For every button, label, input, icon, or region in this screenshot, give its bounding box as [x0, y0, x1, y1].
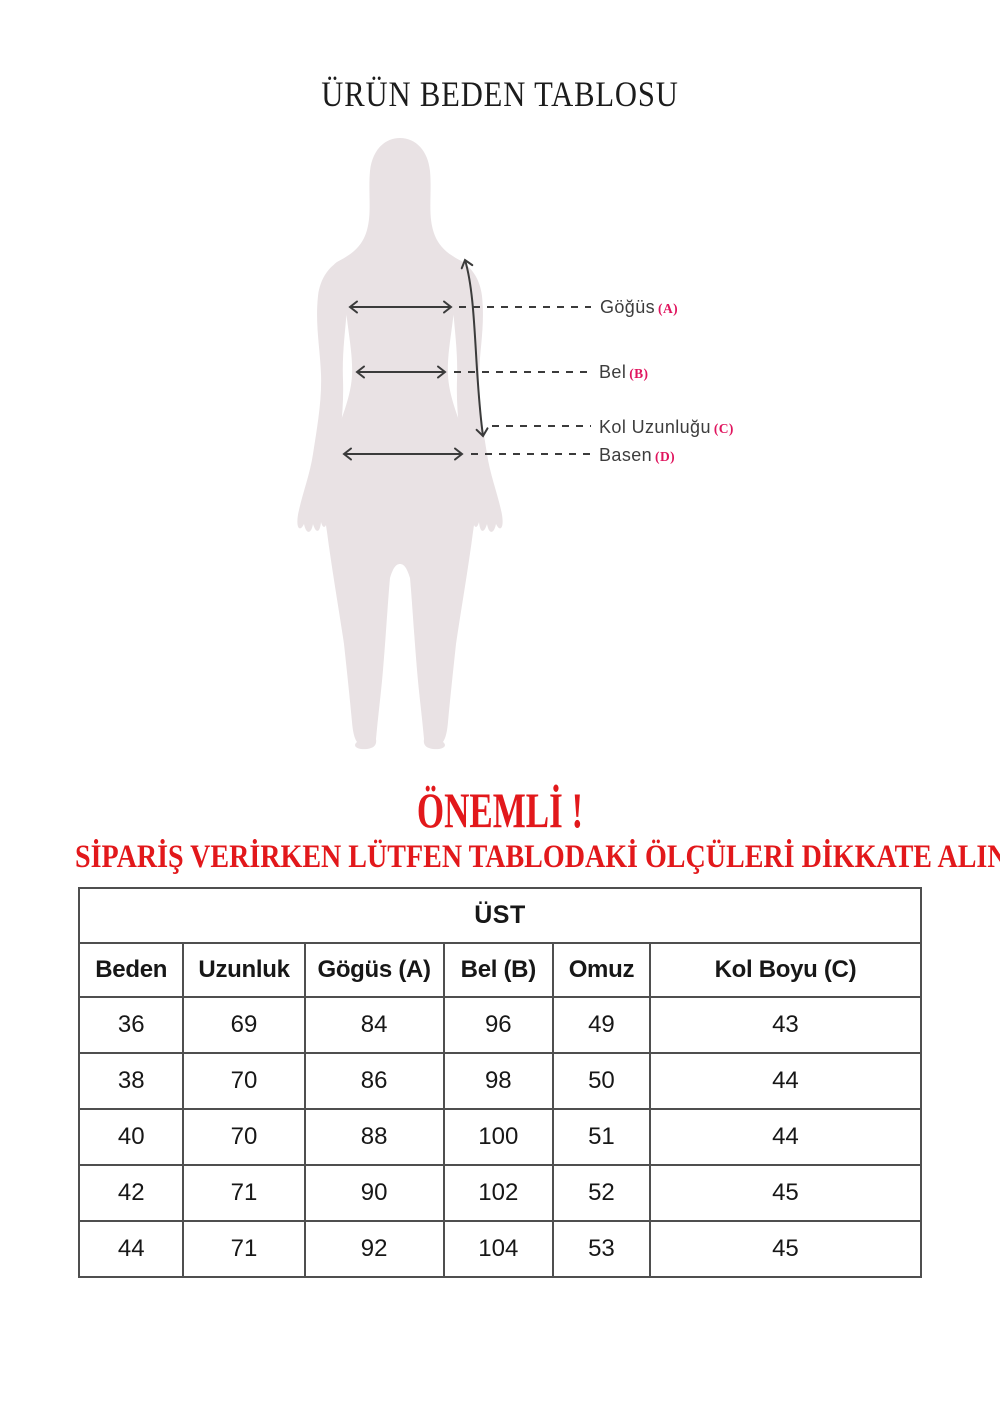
- table-group-row: ÜST: [78, 887, 922, 944]
- column-header-kol-boyu: Kol Boyu (C): [648, 942, 923, 998]
- waist-marker-letter: (B): [629, 366, 649, 381]
- cell-bel: 102: [442, 1164, 555, 1222]
- cell-uzunluk: 70: [182, 1108, 306, 1166]
- chest-label-text: Göğüs: [600, 297, 656, 317]
- cell-omuz: 49: [552, 996, 651, 1054]
- important-message: SİPARİŞ VERİRKEN LÜTFEN TABLODAKİ ÖLÇÜLE…: [75, 839, 1000, 875]
- column-header-uzunluk: Uzunluk: [182, 942, 306, 998]
- hip-label-text: Basen: [599, 445, 653, 465]
- cell-bel: 100: [442, 1108, 555, 1166]
- female-body-silhouette: [297, 138, 503, 750]
- arm-length-marker-letter: (C): [713, 421, 734, 436]
- page-title: ÜRÜN BEDEN TABLOSU: [321, 74, 679, 114]
- size-table: ÜST Beden Uzunluk Gögüs (A) Bel (B) Omuz…: [77, 887, 923, 1278]
- cell-beden: 44: [77, 1220, 185, 1278]
- table-row: 38 70 86 98 50 44: [77, 1052, 923, 1110]
- cell-gogus: 88: [303, 1108, 445, 1166]
- cell-omuz: 53: [552, 1220, 651, 1278]
- cell-bel: 98: [442, 1052, 555, 1110]
- table-row: 44 71 92 104 53 45: [77, 1220, 923, 1278]
- cell-beden: 42: [77, 1164, 185, 1222]
- cell-omuz: 51: [552, 1108, 651, 1166]
- table-group-header: ÜST: [78, 887, 922, 944]
- measurement-label-chest: Göğüs (A): [600, 297, 678, 319]
- cell-beden: 40: [77, 1108, 185, 1166]
- table-row: 36 69 84 96 49 43: [77, 996, 923, 1054]
- cell-beden: 38: [77, 1052, 185, 1110]
- cell-kol-boyu: 44: [648, 1108, 923, 1166]
- cell-uzunluk: 69: [182, 996, 306, 1054]
- cell-kol-boyu: 43: [648, 996, 923, 1054]
- cell-omuz: 50: [552, 1052, 651, 1110]
- cell-beden: 36: [77, 996, 185, 1054]
- cell-gogus: 90: [303, 1164, 445, 1222]
- table-row: 40 70 88 100 51 44: [77, 1108, 923, 1166]
- cell-gogus: 92: [303, 1220, 445, 1278]
- cell-bel: 104: [442, 1220, 555, 1278]
- measurement-label-waist: Bel (B): [599, 362, 648, 384]
- column-header-beden: Beden: [77, 942, 185, 998]
- measurement-label-arm-length: Kol Uzunluğu (C): [599, 417, 734, 439]
- waist-label-text: Bel: [599, 362, 627, 382]
- table-header-row: Beden Uzunluk Gögüs (A) Bel (B) Omuz Kol…: [77, 942, 923, 998]
- cell-kol-boyu: 44: [648, 1052, 923, 1110]
- cell-uzunluk: 70: [182, 1052, 306, 1110]
- arm-length-label-text: Kol Uzunluğu: [599, 417, 711, 437]
- body-measurement-diagram: [297, 138, 593, 750]
- column-header-gogus: Gögüs (A): [303, 942, 445, 998]
- cell-bel: 96: [442, 996, 555, 1054]
- cell-gogus: 86: [303, 1052, 445, 1110]
- measurement-label-hip: Basen (D): [599, 445, 675, 467]
- important-heading: ÖNEMLİ !: [416, 782, 584, 838]
- hip-marker-letter: (D): [655, 449, 675, 464]
- cell-kol-boyu: 45: [648, 1164, 923, 1222]
- column-header-bel: Bel (B): [442, 942, 555, 998]
- chest-marker-letter: (A): [658, 301, 678, 316]
- table-row: 42 71 90 102 52 45: [77, 1164, 923, 1222]
- cell-gogus: 84: [303, 996, 445, 1054]
- cell-uzunluk: 71: [182, 1220, 306, 1278]
- arm-length-arrow: [460, 258, 489, 438]
- cell-kol-boyu: 45: [648, 1220, 923, 1278]
- cell-uzunluk: 71: [182, 1164, 306, 1222]
- cell-omuz: 52: [552, 1164, 651, 1222]
- column-header-omuz: Omuz: [552, 942, 651, 998]
